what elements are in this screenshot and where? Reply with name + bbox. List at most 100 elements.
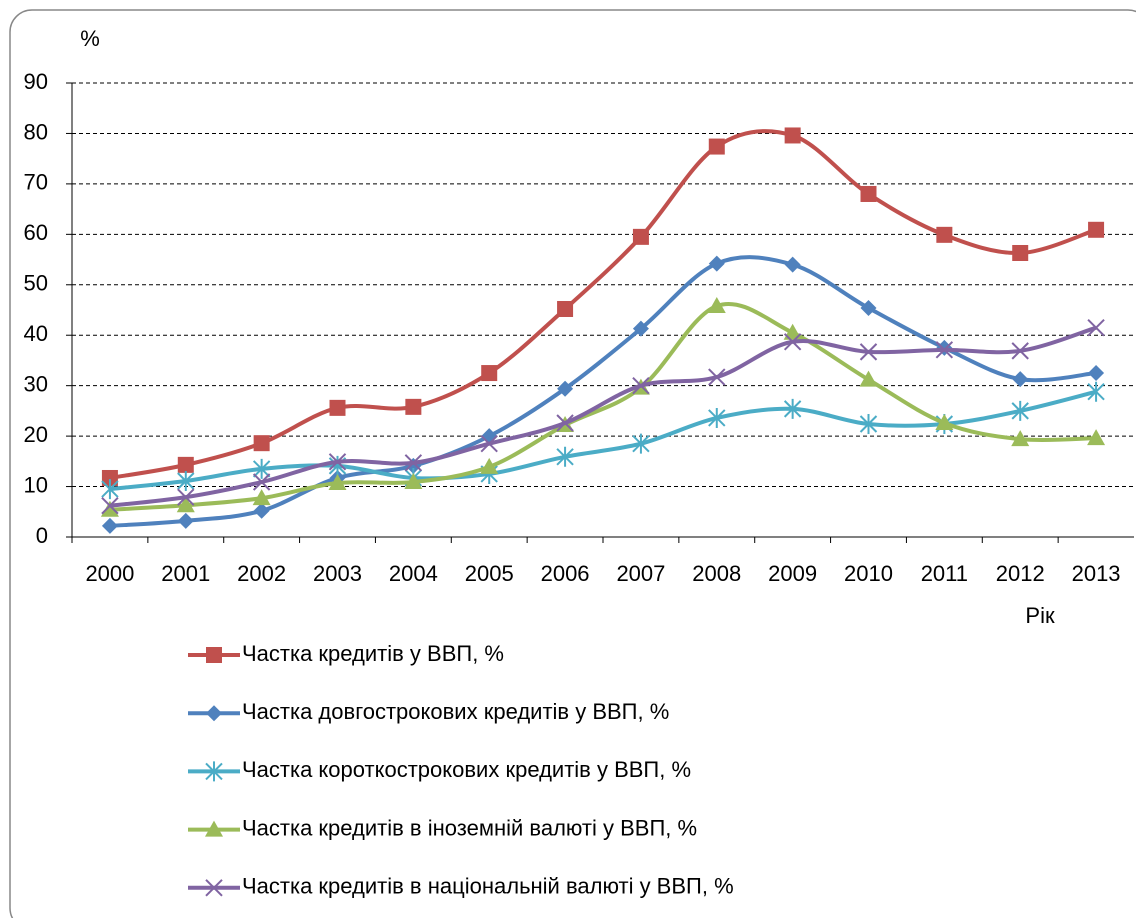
marker bbox=[328, 474, 347, 491]
legend-label: Частка довгострокових кредитів у ВВП, % bbox=[242, 699, 669, 724]
marker bbox=[784, 256, 801, 273]
marker bbox=[329, 399, 346, 416]
marker bbox=[253, 502, 270, 519]
x-tick-label: 2003 bbox=[313, 561, 362, 586]
x-tick-label: 2009 bbox=[768, 561, 817, 586]
marker bbox=[177, 512, 194, 529]
marker bbox=[557, 380, 574, 397]
marker bbox=[101, 469, 118, 486]
legend-label: Частка короткострокових кредитів у ВВП, … bbox=[242, 757, 691, 782]
marker bbox=[632, 320, 649, 337]
x-axis-label: Рік bbox=[1025, 603, 1055, 628]
marker bbox=[404, 473, 423, 490]
marker bbox=[708, 138, 725, 155]
marker bbox=[205, 820, 223, 837]
marker bbox=[783, 333, 802, 351]
marker bbox=[101, 497, 119, 515]
x-tick-label: 2000 bbox=[85, 561, 134, 586]
x-tick-label: 2002 bbox=[237, 561, 286, 586]
marker bbox=[205, 761, 223, 782]
y-tick-label: 50 bbox=[24, 271, 48, 296]
marker bbox=[252, 458, 271, 479]
marker bbox=[405, 398, 422, 415]
marker bbox=[1012, 244, 1029, 261]
y-tick-label: 20 bbox=[24, 422, 48, 447]
marker bbox=[177, 456, 194, 473]
marker bbox=[176, 496, 195, 513]
marker bbox=[557, 300, 574, 317]
y-tick-label: 10 bbox=[24, 472, 48, 497]
y-tick-label: 90 bbox=[24, 69, 48, 94]
x-tick-label: 2011 bbox=[921, 561, 968, 586]
marker bbox=[481, 365, 498, 382]
x-tick-label: 2012 bbox=[996, 561, 1045, 586]
marker bbox=[1011, 400, 1029, 421]
y-tick-label: 70 bbox=[24, 170, 48, 195]
marker bbox=[632, 433, 650, 454]
legend-label: Частка кредитів у ВВП, % bbox=[242, 641, 504, 666]
marker bbox=[708, 368, 726, 386]
marker bbox=[859, 414, 878, 435]
marker bbox=[556, 446, 574, 467]
legend-label: Частка кредитів в іноземній валюті у ВВП… bbox=[242, 815, 697, 840]
marker bbox=[101, 517, 118, 534]
x-tick-label: 2007 bbox=[616, 561, 665, 586]
x-tick-label: 2006 bbox=[541, 561, 590, 586]
marker bbox=[205, 879, 223, 897]
series-line bbox=[109, 325, 1097, 508]
marker bbox=[252, 473, 271, 491]
x-tick-label: 2005 bbox=[465, 561, 514, 586]
marker bbox=[860, 299, 877, 316]
marker bbox=[783, 323, 802, 340]
marker bbox=[100, 500, 119, 517]
marker bbox=[101, 479, 119, 500]
marker bbox=[632, 376, 650, 395]
series-line bbox=[109, 255, 1097, 528]
marker bbox=[1087, 429, 1106, 446]
legend-label: Частка кредитів в національній валюті у … bbox=[242, 874, 734, 899]
marker bbox=[1088, 221, 1105, 238]
marker bbox=[1087, 318, 1105, 337]
marker bbox=[859, 370, 878, 387]
marker bbox=[935, 413, 954, 430]
marker bbox=[480, 457, 499, 474]
x-tick-label: 2004 bbox=[389, 561, 438, 586]
x-tick-label: 2008 bbox=[692, 561, 741, 586]
marker bbox=[177, 471, 195, 492]
marker bbox=[632, 228, 649, 245]
marker bbox=[556, 414, 574, 432]
y-axis-label: % bbox=[80, 26, 100, 51]
series-line bbox=[109, 302, 1097, 512]
marker bbox=[253, 435, 270, 452]
marker bbox=[404, 454, 423, 472]
marker bbox=[177, 488, 195, 506]
y-tick-label: 40 bbox=[24, 321, 48, 346]
x-tick-label: 2013 bbox=[1072, 561, 1121, 586]
y-tick-label: 30 bbox=[24, 371, 48, 396]
marker bbox=[783, 398, 802, 419]
marker bbox=[859, 343, 878, 361]
x-tick-label: 2010 bbox=[844, 561, 893, 586]
marker bbox=[1012, 371, 1029, 388]
marker bbox=[935, 341, 954, 359]
marker bbox=[707, 296, 726, 313]
marker bbox=[708, 255, 725, 272]
marker bbox=[1088, 365, 1105, 382]
marker bbox=[708, 407, 726, 428]
marker bbox=[1011, 342, 1029, 360]
marker bbox=[206, 647, 222, 663]
series-line bbox=[109, 389, 1097, 492]
marker bbox=[252, 489, 271, 506]
marker bbox=[1087, 381, 1105, 402]
y-tick-label: 0 bbox=[36, 523, 48, 548]
marker bbox=[784, 127, 801, 144]
y-tick-label: 60 bbox=[24, 220, 48, 245]
y-tick-label: 80 bbox=[24, 119, 48, 144]
marker bbox=[1011, 430, 1030, 447]
series-line bbox=[109, 129, 1097, 480]
marker bbox=[328, 453, 347, 471]
x-tick-label: 2001 bbox=[161, 561, 210, 586]
marker bbox=[860, 185, 877, 202]
marker bbox=[936, 226, 953, 243]
